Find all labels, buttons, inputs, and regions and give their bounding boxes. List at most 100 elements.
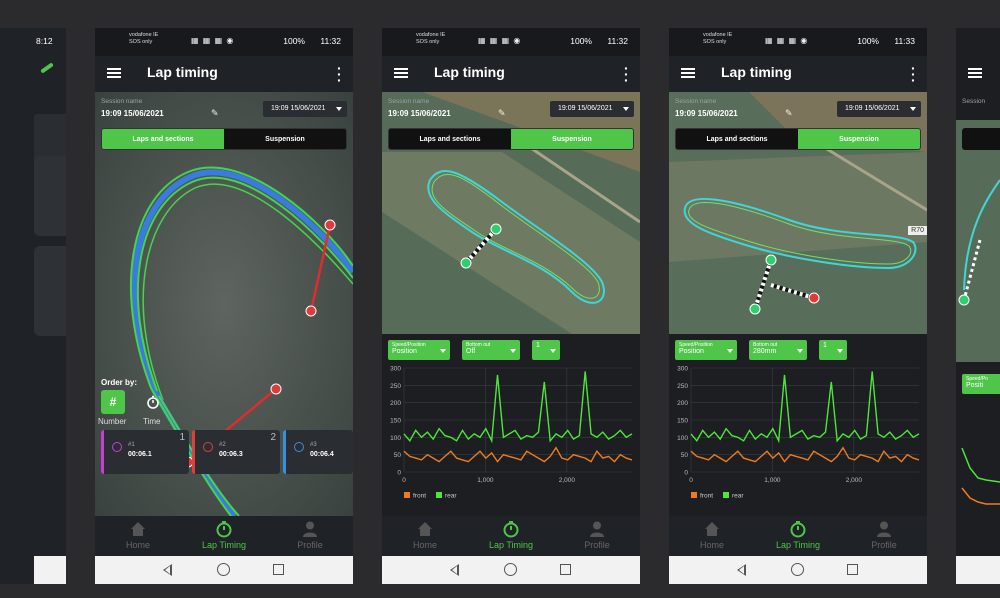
series-line-front [690, 446, 920, 463]
legend-swatch-rear [436, 492, 442, 498]
order-time-button[interactable] [141, 390, 165, 414]
nav-home[interactable]: Home [382, 520, 468, 550]
control-label: Speed/Po [966, 376, 988, 382]
tab-laps-and-sections[interactable]: Laps and sections [102, 129, 224, 149]
system-nav-bar [669, 556, 927, 584]
nav-profile[interactable]: Profile [267, 520, 353, 550]
session-date-select[interactable]: 19:09 15/06/2021 [837, 101, 921, 117]
status-clock: 11:32 [320, 36, 341, 46]
nav-profile-label: Profile [584, 540, 610, 550]
status-bar: vodafone IE SOS only ▦ ▦ ▦ ◉ 100% 11:33 [669, 28, 927, 56]
stopwatch-icon [112, 442, 122, 452]
hamburger-menu-icon[interactable] [394, 68, 408, 78]
control-value: 1 [536, 342, 540, 349]
home-icon [705, 522, 719, 536]
nav-profile[interactable]: Profile [554, 520, 640, 550]
system-nav-bar [34, 556, 66, 584]
session-date-select[interactable]: 19:09 15/06/2021 [263, 101, 347, 117]
back-icon[interactable] [163, 564, 172, 576]
app-bar: Lap timing · · · [382, 56, 640, 92]
back-icon[interactable] [450, 564, 459, 576]
stopwatch-icon [790, 521, 806, 538]
app-bar: Lap timing · · · [669, 56, 927, 92]
system-nav-bar [95, 556, 353, 584]
partial-track [958, 179, 1000, 306]
status-bar: vodafone IE SOS only ▦ ▦ ▦ ◉ 100% 11:32 [382, 28, 640, 56]
bottom-navigation: Home Lap Timing Profile [669, 516, 927, 556]
bottom-out-select[interactable]: Bottom out 280mm [749, 340, 807, 360]
x-tick-label: 1,000 [477, 477, 494, 484]
nav-lap-timing-label: Lap Timing [201, 540, 247, 550]
lap-number: 2 [270, 432, 276, 443]
map-view[interactable]: R70 Session name 19:09 15/06/2021 ✎ 19:0… [669, 92, 927, 334]
edit-pen-icon[interactable]: ✎ [498, 108, 506, 118]
overflow-menu-icon[interactable]: · · · [911, 60, 916, 88]
nav-lap-timing[interactable]: Lap Timing [181, 520, 267, 550]
nav-lap-timing-label: Lap Timing [775, 540, 821, 550]
control-value: Positi [966, 382, 984, 389]
lap-card-3[interactable]: #3 00:06.4 [283, 430, 353, 474]
hamburger-menu-icon[interactable] [107, 68, 121, 78]
home-circle-icon[interactable] [504, 563, 517, 576]
nav-home[interactable]: Home [669, 520, 755, 550]
tab-suspension[interactable]: Suspension [265, 136, 305, 143]
system-nav-bar [382, 556, 640, 584]
session-name-label: Session name [388, 98, 430, 105]
session-name-value[interactable]: 19:09 15/06/2021 [101, 109, 164, 118]
carrier-text: vodafone IE SOS only [703, 32, 732, 46]
nav-home[interactable]: Home [95, 520, 181, 550]
nav-home-label: Home [125, 540, 150, 550]
person-icon [303, 521, 317, 537]
speed-position-select[interactable]: Speed/Po Positi [962, 374, 1000, 394]
stopwatch-icon [503, 521, 519, 538]
recents-icon[interactable] [273, 564, 284, 575]
y-tick-label: 150 [677, 418, 688, 425]
edit-pen-icon[interactable]: ✎ [211, 108, 219, 118]
session-date-select[interactable]: 19:09 15/06/2021 [550, 101, 634, 117]
map-view[interactable]: Session name 19:09 15/06/2021 ✎ 19:09 15… [382, 92, 640, 334]
lap-select[interactable]: 1 [819, 340, 847, 360]
overflow-menu-icon[interactable]: · · · [624, 60, 629, 88]
recents-icon[interactable] [847, 564, 858, 575]
order-time-caption: Time [143, 417, 161, 426]
session-name-value[interactable]: 19:09 15/06/2021 [675, 109, 738, 118]
lap-select[interactable]: 1 [532, 340, 560, 360]
home-circle-icon[interactable] [791, 563, 804, 576]
session-name-value[interactable]: 19:09 15/06/2021 [388, 109, 451, 118]
control-label: Speed/Position [679, 342, 713, 348]
nav-profile[interactable]: Profile [841, 520, 927, 550]
back-icon[interactable] [737, 564, 746, 576]
nav-lap-timing[interactable]: Lap Timing [468, 520, 554, 550]
speed-position-select[interactable]: Speed/Position Position [388, 340, 450, 360]
order-number-button[interactable]: # [101, 390, 125, 414]
tab-suspension[interactable]: Suspension [511, 129, 633, 149]
speed-position-select[interactable]: Speed/Position Position [675, 340, 737, 360]
hamburger-menu-icon[interactable] [681, 68, 695, 78]
home-circle-icon[interactable] [217, 563, 230, 576]
recents-icon[interactable] [560, 564, 571, 575]
tab-suspension[interactable]: Suspension [798, 129, 920, 149]
app-bar: Lap timing · · · [95, 56, 353, 92]
nav-profile-label: Profile [871, 540, 897, 550]
page-title: Lap timing [721, 64, 792, 80]
bottom-out-select[interactable]: Bottom out Off [462, 340, 520, 360]
lap-time: 00:06.4 [310, 451, 334, 458]
overflow-menu-icon[interactable]: · · · [337, 60, 342, 88]
hamburger-menu-icon[interactable] [968, 68, 982, 78]
tab-laps-and-sections[interactable]: Laps and sections [419, 136, 481, 143]
lap-card-2[interactable]: 2 #2 00:06.3 [192, 430, 280, 474]
lap-card-1[interactable]: 1 #1 00:06.1 [101, 430, 189, 474]
status-clock: 11:33 [894, 36, 915, 46]
control-label: Bottom out [753, 342, 778, 348]
edit-pen-icon[interactable]: ✎ [785, 108, 793, 118]
tab-laps-and-sections[interactable]: Laps and sections [706, 136, 768, 143]
legend-swatch-front [691, 492, 697, 498]
y-tick-label: 50 [681, 452, 689, 459]
chevron-down-icon [837, 349, 843, 353]
chevron-down-icon [797, 349, 803, 353]
nav-lap-timing[interactable]: Lap Timing [755, 520, 841, 550]
date-select-value: 19:09 15/06/2021 [845, 105, 900, 112]
legend-label-front: front [700, 493, 713, 500]
battery-text: 100% [570, 36, 592, 46]
lap-index: #3 [310, 442, 317, 448]
